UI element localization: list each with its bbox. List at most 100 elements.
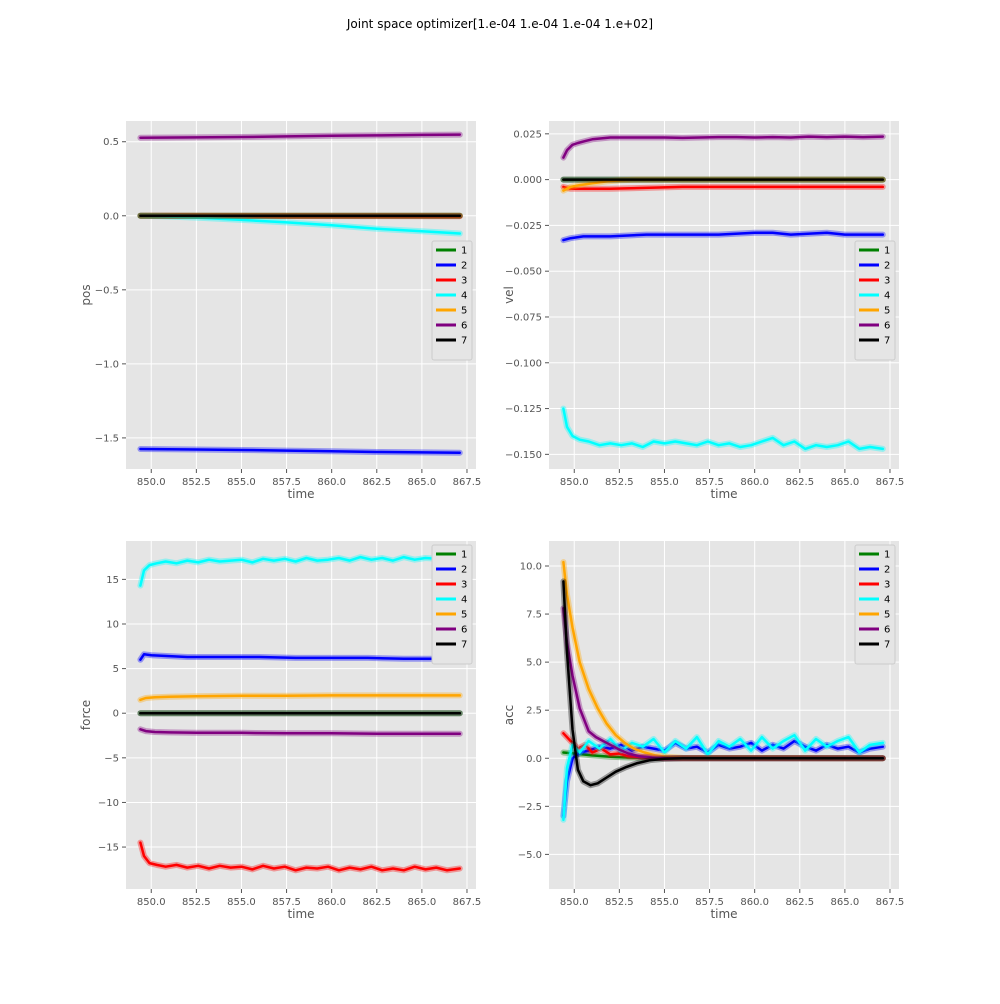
x-tick-label: 865.0 <box>831 897 860 908</box>
x-tick-label: 852.5 <box>605 477 634 488</box>
y-tick-label: 15 <box>106 575 119 586</box>
x-tick-label: 867.5 <box>453 477 482 488</box>
y-tick-label: −10 <box>98 798 119 809</box>
y-tick-label: −0.050 <box>505 267 542 278</box>
legend-label: 1 <box>461 550 467 561</box>
figure-title: Joint space optimizer[1.e-04 1.e-04 1.e-… <box>0 17 1000 31</box>
y-tick-label: 10 <box>106 619 119 630</box>
y-tick-label: 10.0 <box>520 561 542 572</box>
y-axis-label: force <box>79 700 93 730</box>
y-tick-label: −0.075 <box>505 312 542 323</box>
legend-label: 7 <box>884 640 890 651</box>
y-tick-label: −0.5 <box>95 285 119 296</box>
legend-label: 5 <box>884 610 890 621</box>
x-tick-label: 855.0 <box>650 897 679 908</box>
legend-label: 4 <box>884 595 890 606</box>
y-tick-label: 2.5 <box>526 706 542 717</box>
plot-area <box>549 121 899 469</box>
legend-label: 6 <box>461 321 467 332</box>
legend-label: 5 <box>884 306 890 317</box>
x-tick-label: 850.0 <box>137 897 166 908</box>
x-tick-label: 867.5 <box>453 897 482 908</box>
x-tick-label: 865.0 <box>408 477 437 488</box>
y-tick-label: 0.0 <box>103 211 119 222</box>
x-axis-label: time <box>710 487 737 501</box>
x-tick-label: 855.0 <box>650 477 679 488</box>
y-tick-label: −2.5 <box>518 802 542 813</box>
legend-label: 1 <box>884 246 890 257</box>
legend-label: 4 <box>461 595 467 606</box>
x-tick-label: 860.0 <box>317 897 346 908</box>
legend-label: 7 <box>461 336 467 347</box>
x-tick-label: 865.0 <box>408 897 437 908</box>
y-tick-label: 0.000 <box>513 175 542 186</box>
y-tick-label: −0.100 <box>505 358 542 369</box>
legend-label: 3 <box>884 580 890 591</box>
y-tick-label: −0.125 <box>505 404 542 415</box>
x-tick-label: 867.5 <box>876 897 905 908</box>
legend-label: 2 <box>461 261 467 272</box>
legend: 1 2 3 4 5 6 7 <box>855 545 895 664</box>
legend-label: 6 <box>884 321 890 332</box>
x-tick-label: 860.0 <box>740 477 769 488</box>
y-tick-label: 0.025 <box>513 129 542 140</box>
x-tick-label: 862.5 <box>362 477 391 488</box>
x-tick-label: 862.5 <box>785 897 814 908</box>
y-tick-label: 5.0 <box>526 658 542 669</box>
y-tick-label: 7.5 <box>526 610 542 621</box>
legend: 1 2 3 4 5 6 7 <box>855 241 895 360</box>
legend-label: 7 <box>461 640 467 651</box>
y-tick-label: 0.0 <box>526 754 542 765</box>
x-tick-label: 860.0 <box>740 897 769 908</box>
x-tick-label: 867.5 <box>876 477 905 488</box>
y-tick-label: 5 <box>113 664 119 675</box>
legend-label: 5 <box>461 610 467 621</box>
plot-area <box>126 121 476 469</box>
x-tick-label: 852.5 <box>605 897 634 908</box>
y-tick-label: −1.5 <box>95 433 119 444</box>
y-axis-label: vel <box>502 286 516 304</box>
x-axis-label: time <box>287 907 314 921</box>
y-tick-label: −0.150 <box>505 450 542 461</box>
x-axis-label: time <box>710 907 737 921</box>
legend-label: 4 <box>461 291 467 302</box>
legend-label: 1 <box>461 246 467 257</box>
x-tick-label: 855.0 <box>227 897 256 908</box>
y-tick-label: −5 <box>104 753 119 764</box>
legend-label: 6 <box>884 625 890 636</box>
y-tick-label: 0 <box>113 709 119 720</box>
x-tick-label: 852.5 <box>182 897 211 908</box>
legend-label: 7 <box>884 336 890 347</box>
y-tick-label: −5.0 <box>518 850 542 861</box>
y-tick-label: −15 <box>98 843 119 854</box>
legend-label: 4 <box>884 291 890 302</box>
legend-label: 3 <box>461 276 467 287</box>
y-tick-label: −1.0 <box>95 359 119 370</box>
y-tick-label: 0.5 <box>103 137 119 148</box>
x-tick-label: 850.0 <box>560 897 589 908</box>
x-axis-label: time <box>287 487 314 501</box>
x-tick-label: 860.0 <box>317 477 346 488</box>
legend-label: 3 <box>461 580 467 591</box>
y-axis-label: acc <box>502 705 516 726</box>
legend-label: 2 <box>884 261 890 272</box>
legend-label: 1 <box>884 550 890 561</box>
y-axis-label: pos <box>79 284 93 305</box>
legend-label: 2 <box>884 565 890 576</box>
y-tick-label: −0.025 <box>505 221 542 232</box>
legend-label: 5 <box>461 306 467 317</box>
x-tick-label: 865.0 <box>831 477 860 488</box>
x-tick-label: 862.5 <box>785 477 814 488</box>
x-tick-label: 852.5 <box>182 477 211 488</box>
x-tick-label: 855.0 <box>227 477 256 488</box>
legend: 1 2 3 4 5 6 7 <box>432 241 472 360</box>
x-tick-label: 850.0 <box>560 477 589 488</box>
legend-label: 3 <box>884 276 890 287</box>
